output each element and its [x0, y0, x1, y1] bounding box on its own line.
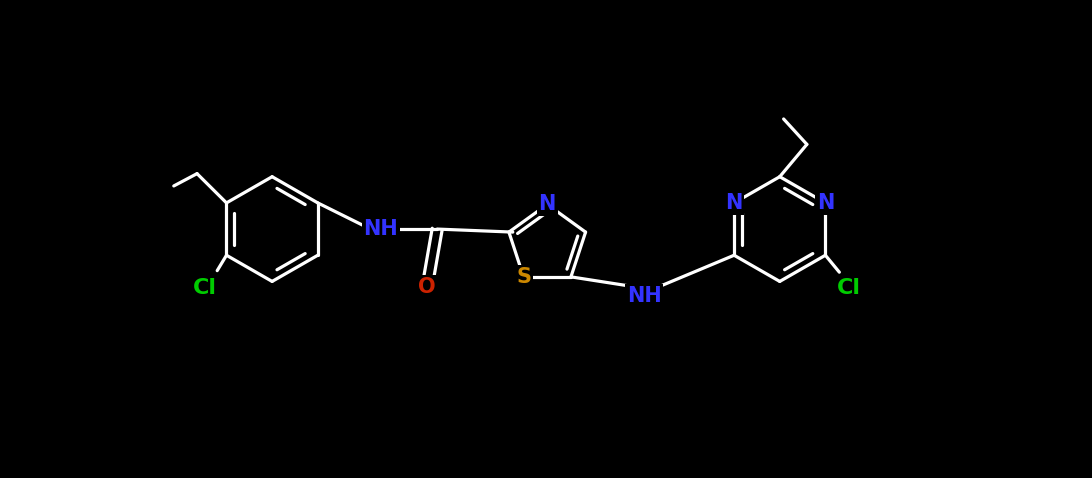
Text: Cl: Cl	[193, 278, 217, 298]
Text: O: O	[418, 277, 436, 297]
Text: S: S	[517, 267, 531, 287]
Text: NH: NH	[364, 219, 397, 239]
Text: N: N	[817, 193, 834, 213]
Text: N: N	[538, 195, 556, 215]
Text: Cl: Cl	[836, 278, 860, 298]
Text: NH: NH	[627, 286, 662, 306]
Text: N: N	[725, 193, 743, 213]
